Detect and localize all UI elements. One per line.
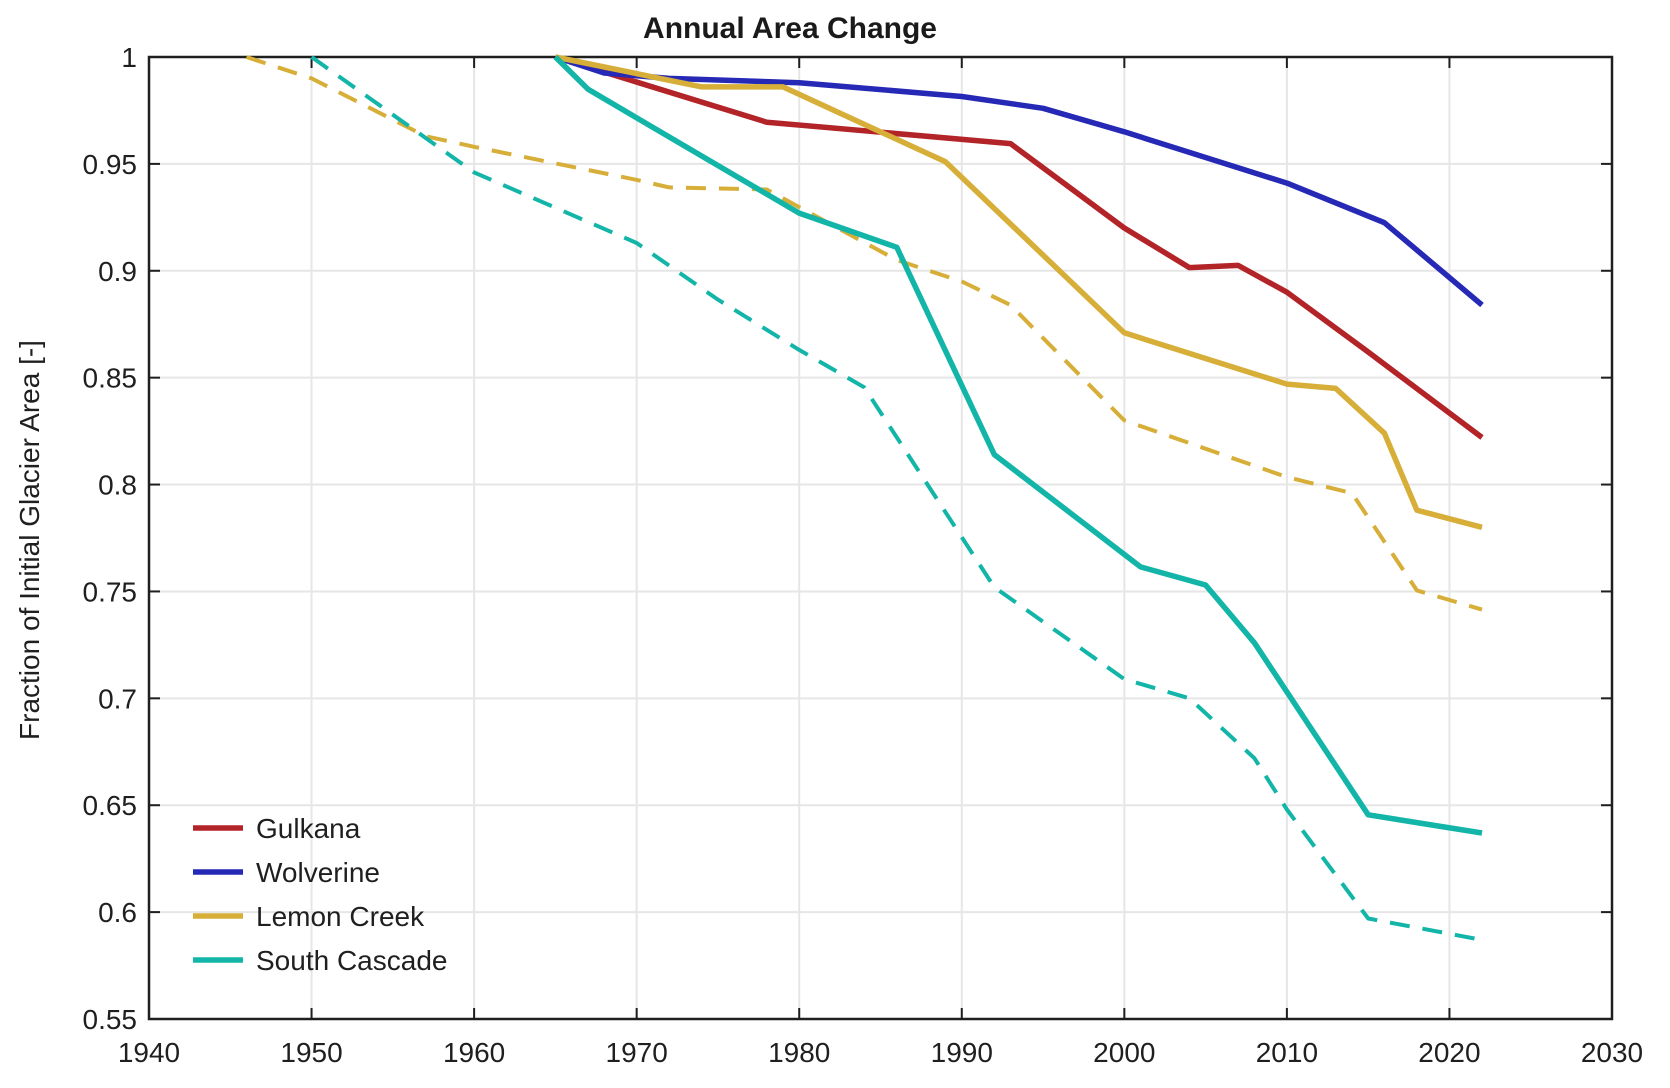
y-tick-label: 0.75 xyxy=(83,576,138,607)
series-line-gulkana xyxy=(554,54,1484,440)
x-tick-label: 1960 xyxy=(443,1037,505,1068)
y-tick-label: 1 xyxy=(121,42,137,73)
x-tick-label: 2000 xyxy=(1093,1037,1155,1068)
y-tick-label: 0.65 xyxy=(83,790,138,821)
y-tick-label: 0.6 xyxy=(98,897,137,928)
y-tick-label: 0.85 xyxy=(83,363,138,394)
series-line-lemon-creek xyxy=(554,54,1483,530)
y-tick-label: 0.9 xyxy=(98,256,137,287)
y-axis-label: Fraction of Initial Glacier Area [-] xyxy=(14,340,45,740)
x-tick-label: 1940 xyxy=(118,1037,180,1068)
legend-label-wolverine: Wolverine xyxy=(256,857,380,888)
y-tick-label: 0.7 xyxy=(98,683,137,714)
x-tick-label: 1970 xyxy=(606,1037,668,1068)
series-line-lemon-creek-dashed xyxy=(245,55,1483,612)
x-tick-label: 2030 xyxy=(1581,1037,1643,1068)
x-tick-label: 1980 xyxy=(768,1037,830,1068)
x-tick-label: 2010 xyxy=(1256,1037,1318,1068)
legend-label-lemon-creek: Lemon Creek xyxy=(256,901,425,932)
x-tick-label: 1990 xyxy=(931,1037,993,1068)
chart-title: Annual Area Change xyxy=(643,12,937,45)
y-tick-label: 0.95 xyxy=(83,149,138,180)
legend-label-gulkana: Gulkana xyxy=(256,813,361,844)
x-tick-label: 1950 xyxy=(280,1037,342,1068)
series-line-south-cascade xyxy=(553,55,1483,836)
axes-box xyxy=(147,55,1614,1021)
y-tick-label: 0.8 xyxy=(98,470,137,501)
series-line-south-cascade-dashed xyxy=(310,55,1483,942)
x-tick-label: 2020 xyxy=(1418,1037,1480,1068)
y-tick-label: 0.55 xyxy=(83,1004,138,1035)
legend-label-south-cascade: South Cascade xyxy=(256,945,447,976)
